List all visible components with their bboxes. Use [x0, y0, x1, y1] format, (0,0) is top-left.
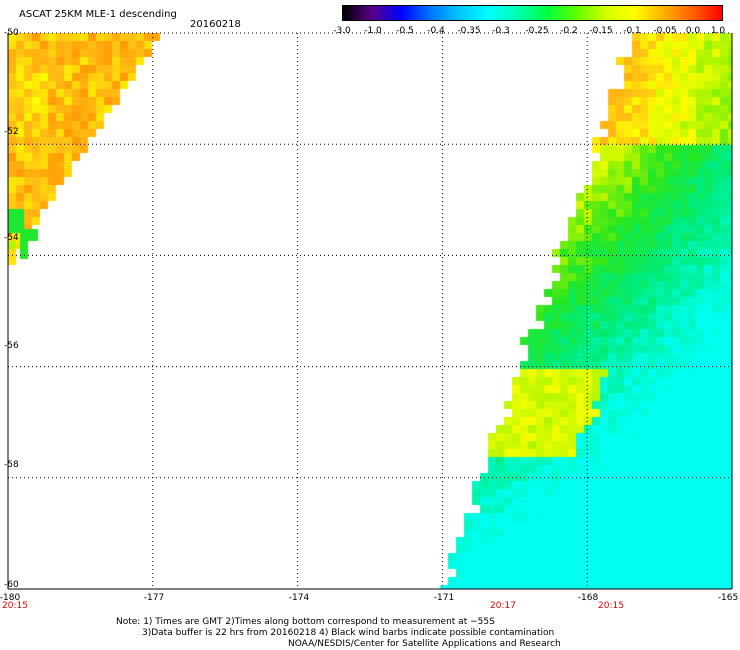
- lat-label: -50: [4, 28, 19, 38]
- lat-label: -56: [4, 341, 19, 351]
- note-line-1: Note: 1) Times are GMT 2)Times along bot…: [116, 617, 495, 627]
- lon-label: -171: [433, 593, 455, 603]
- lat-label: -60: [4, 580, 19, 590]
- product-date: 20160218: [190, 19, 241, 30]
- note-line-2: 3)Data buffer is 22 hrs from 20160218 4)…: [142, 628, 555, 638]
- lat-label: -54: [4, 233, 19, 243]
- color-scale-label: -0.3: [492, 26, 510, 36]
- lat-label: -58: [4, 460, 19, 470]
- lon-label: -177: [143, 593, 165, 603]
- lon-label: -165: [717, 593, 739, 603]
- color-scale-label: -0.15: [589, 26, 613, 36]
- color-scale-label: 1.0: [710, 26, 726, 36]
- color-scale-label: -0.5: [396, 26, 414, 36]
- product-title: ASCAT 25KM MLE-1 descending: [19, 9, 177, 20]
- note-line-3: NOAA/NESDIS/Center for Satellite Applica…: [288, 639, 561, 649]
- color-scale-label: -3.0: [333, 26, 351, 36]
- color-scale-label: -0.1: [623, 26, 641, 36]
- lon-label: -174: [288, 593, 310, 603]
- lat-label: -52: [4, 127, 19, 137]
- color-scale-label: -0.4: [427, 26, 445, 36]
- color-scale-label: -0.25: [525, 26, 549, 36]
- color-scale-label: -1.0: [364, 26, 382, 36]
- color-scale-label: 0.0: [685, 26, 701, 36]
- wind-swath-map: [8, 33, 732, 589]
- color-scale-label: -0.05: [653, 26, 677, 36]
- color-scale-label: -0.2: [560, 26, 578, 36]
- lon-label: -168: [577, 593, 599, 603]
- color-scale-bar: [342, 5, 723, 21]
- time-label: 20:15: [2, 601, 28, 611]
- color-scale-label: -0.35: [457, 26, 481, 36]
- time-label: 20:15: [598, 601, 624, 611]
- time-label: 20:17: [490, 601, 516, 611]
- lon-label: -180: [0, 593, 21, 603]
